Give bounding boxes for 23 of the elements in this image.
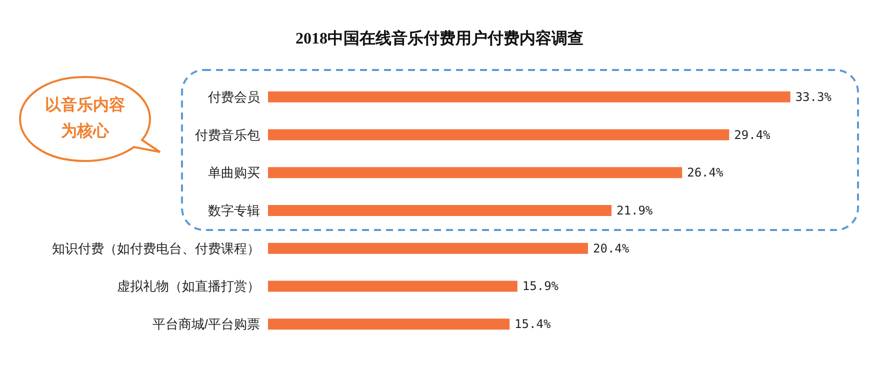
y-tick-label: 数字专辑 [208,203,260,218]
y-tick-label: 知识付费（如付费电台、付费课程） [52,240,260,256]
bar [268,242,588,254]
bar [268,129,730,140]
data-label: 15.9% [522,279,560,294]
bar [268,318,510,330]
y-tick-label: 平台商城/平台购票 [152,316,260,332]
data-label: 20.4% [592,241,630,256]
y-tick-label: 付费会员 [207,89,260,104]
chart-title: 2018中国在线音乐付费用户付费内容调查 [296,28,584,48]
data-label: 29.4% [734,128,772,142]
data-label: 33.3% [795,90,832,104]
bar [268,91,790,102]
y-tick-label: 付费音乐包 [194,127,260,142]
y-tick-label: 单曲购买 [208,165,260,180]
data-label: 21.9% [616,204,654,218]
bar [268,280,518,292]
text: 以音乐内容为核心 [44,94,126,142]
bar [268,167,682,178]
data-label: 26.4% [687,166,724,180]
data-label: 15.4% [514,317,552,332]
y-tick-label: 虚拟礼物（如直播打赏） [117,278,260,294]
bar [268,205,612,216]
